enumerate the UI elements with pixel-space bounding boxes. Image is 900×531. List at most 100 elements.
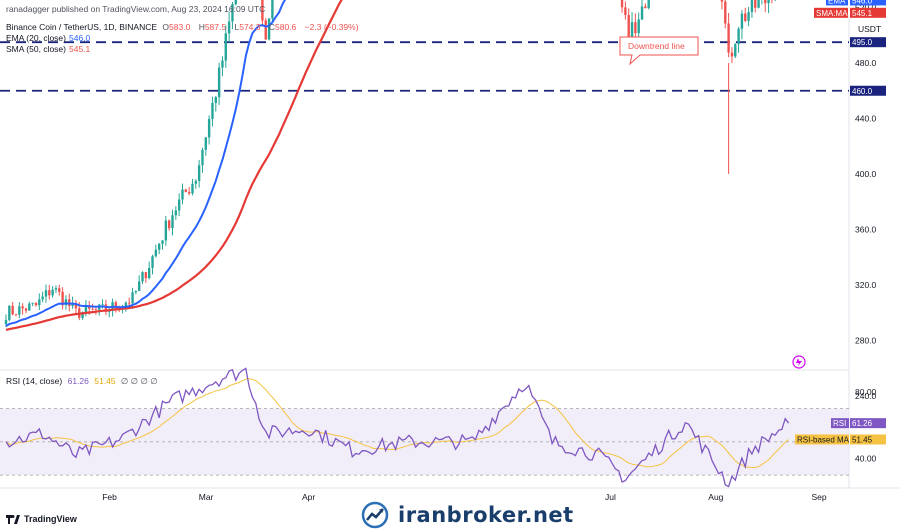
candle-body[interactable] [227,21,231,34]
downtrend-annotation[interactable]: Downtrend line [619,36,699,66]
candle-body[interactable] [764,0,767,4]
candle-body[interactable] [34,302,38,306]
candle-body[interactable] [58,288,61,292]
candle-body[interactable] [134,291,138,293]
candle-body[interactable] [88,305,91,309]
candle-body[interactable] [101,304,104,306]
candle-body[interactable] [767,0,770,4]
candle-body[interactable] [151,256,154,268]
candle-body[interactable] [114,302,118,309]
candle-body[interactable] [737,28,740,45]
candle-body[interactable] [637,19,640,34]
candle-body[interactable] [264,20,267,40]
candle-body[interactable] [750,0,754,13]
candle-body[interactable] [154,249,158,257]
candle-body[interactable] [84,305,88,312]
candle-body[interactable] [51,289,54,296]
rsi-legend[interactable]: RSI (14, close) 61.26 51.45 ∅ ∅ ∅ ∅ [6,376,161,387]
candle-body[interactable] [177,199,181,211]
candle-body[interactable] [171,215,174,229]
candle-body[interactable] [138,281,141,292]
candle-body[interactable] [744,13,747,21]
candle-body[interactable] [197,165,201,181]
candle-body[interactable] [141,272,144,282]
candle-body[interactable] [724,1,727,24]
candle-body[interactable] [64,299,68,306]
candle-body[interactable] [91,308,94,310]
candle-body[interactable] [181,189,184,200]
candle-body[interactable] [18,306,21,315]
rsi-line[interactable] [5,367,790,488]
candle-body[interactable] [8,305,11,321]
candle-body[interactable] [211,102,214,120]
candle-body[interactable] [234,0,237,5]
ema-line[interactable] [5,0,789,327]
candle-body[interactable] [74,302,78,309]
ema-legend[interactable]: EMA (20, close) 546.0 [6,33,93,44]
candle-body[interactable] [174,210,178,216]
candle-body[interactable] [108,311,111,312]
candle-body[interactable] [231,4,234,22]
replay-icon[interactable] [792,355,806,369]
candle-body[interactable] [104,304,108,312]
candle-body[interactable] [54,288,58,290]
candle-body[interactable] [21,306,24,309]
candle-body[interactable] [128,302,131,304]
candle-body[interactable] [28,303,31,311]
candle-body[interactable] [24,308,28,311]
candle-body[interactable] [157,243,161,250]
candle-body[interactable] [204,137,207,150]
candle-body[interactable] [167,220,171,229]
candle-body[interactable] [124,302,128,307]
candle-body[interactable] [271,0,274,19]
candle-body[interactable] [94,309,98,310]
candle-body[interactable] [61,291,64,306]
candle-body[interactable] [630,22,634,39]
symbol-title[interactable]: Binance Coin / TetherUS, 1D, BINANCE [6,22,158,32]
candle-body[interactable] [144,272,148,279]
candle-body[interactable] [627,15,630,39]
rsi-ma-line[interactable] [5,378,789,469]
sma-legend[interactable]: SMA (50, close) 545.1 [6,44,93,55]
candle-body[interactable] [214,97,217,103]
candle-body[interactable] [224,33,227,61]
sma-line[interactable] [5,0,789,331]
candle-body[interactable] [734,44,737,57]
candle-body[interactable] [38,299,41,306]
candle-body[interactable] [207,119,211,138]
candle-body[interactable] [747,12,750,21]
candle-body[interactable] [634,22,637,34]
tradingview-logo[interactable]: TradingView [6,514,77,524]
candle-body[interactable] [757,0,760,8]
candle-body[interactable] [754,0,757,8]
candle-body[interactable] [267,18,271,40]
candle-body[interactable] [624,7,627,16]
candle-body[interactable] [131,292,134,304]
candle-body[interactable] [261,0,264,21]
candle-body[interactable] [187,191,191,194]
candle-body[interactable] [191,183,194,194]
candle-body[interactable] [730,52,734,57]
candle-body[interactable] [48,290,51,296]
candle-body[interactable] [161,240,164,244]
candle-body[interactable] [164,220,168,241]
candle-body[interactable] [217,67,221,98]
candle-body[interactable] [81,311,84,318]
candle-body[interactable] [194,180,198,184]
candle-body[interactable] [41,296,44,300]
candle-body[interactable] [31,302,34,304]
candle-body[interactable] [147,267,151,279]
candle-body[interactable] [201,149,204,166]
candle-body[interactable] [644,6,647,9]
candle-body[interactable] [221,60,224,68]
candle-body[interactable] [4,320,8,325]
candle-body[interactable] [740,13,744,29]
candle-body[interactable] [727,23,730,53]
candle-body[interactable] [184,189,188,192]
candle-body[interactable] [11,305,14,315]
candle-body[interactable] [640,6,644,20]
candle-body[interactable] [14,314,18,316]
candle-body[interactable] [720,0,724,2]
candle-body[interactable] [620,0,624,8]
candle-body[interactable] [647,0,650,9]
